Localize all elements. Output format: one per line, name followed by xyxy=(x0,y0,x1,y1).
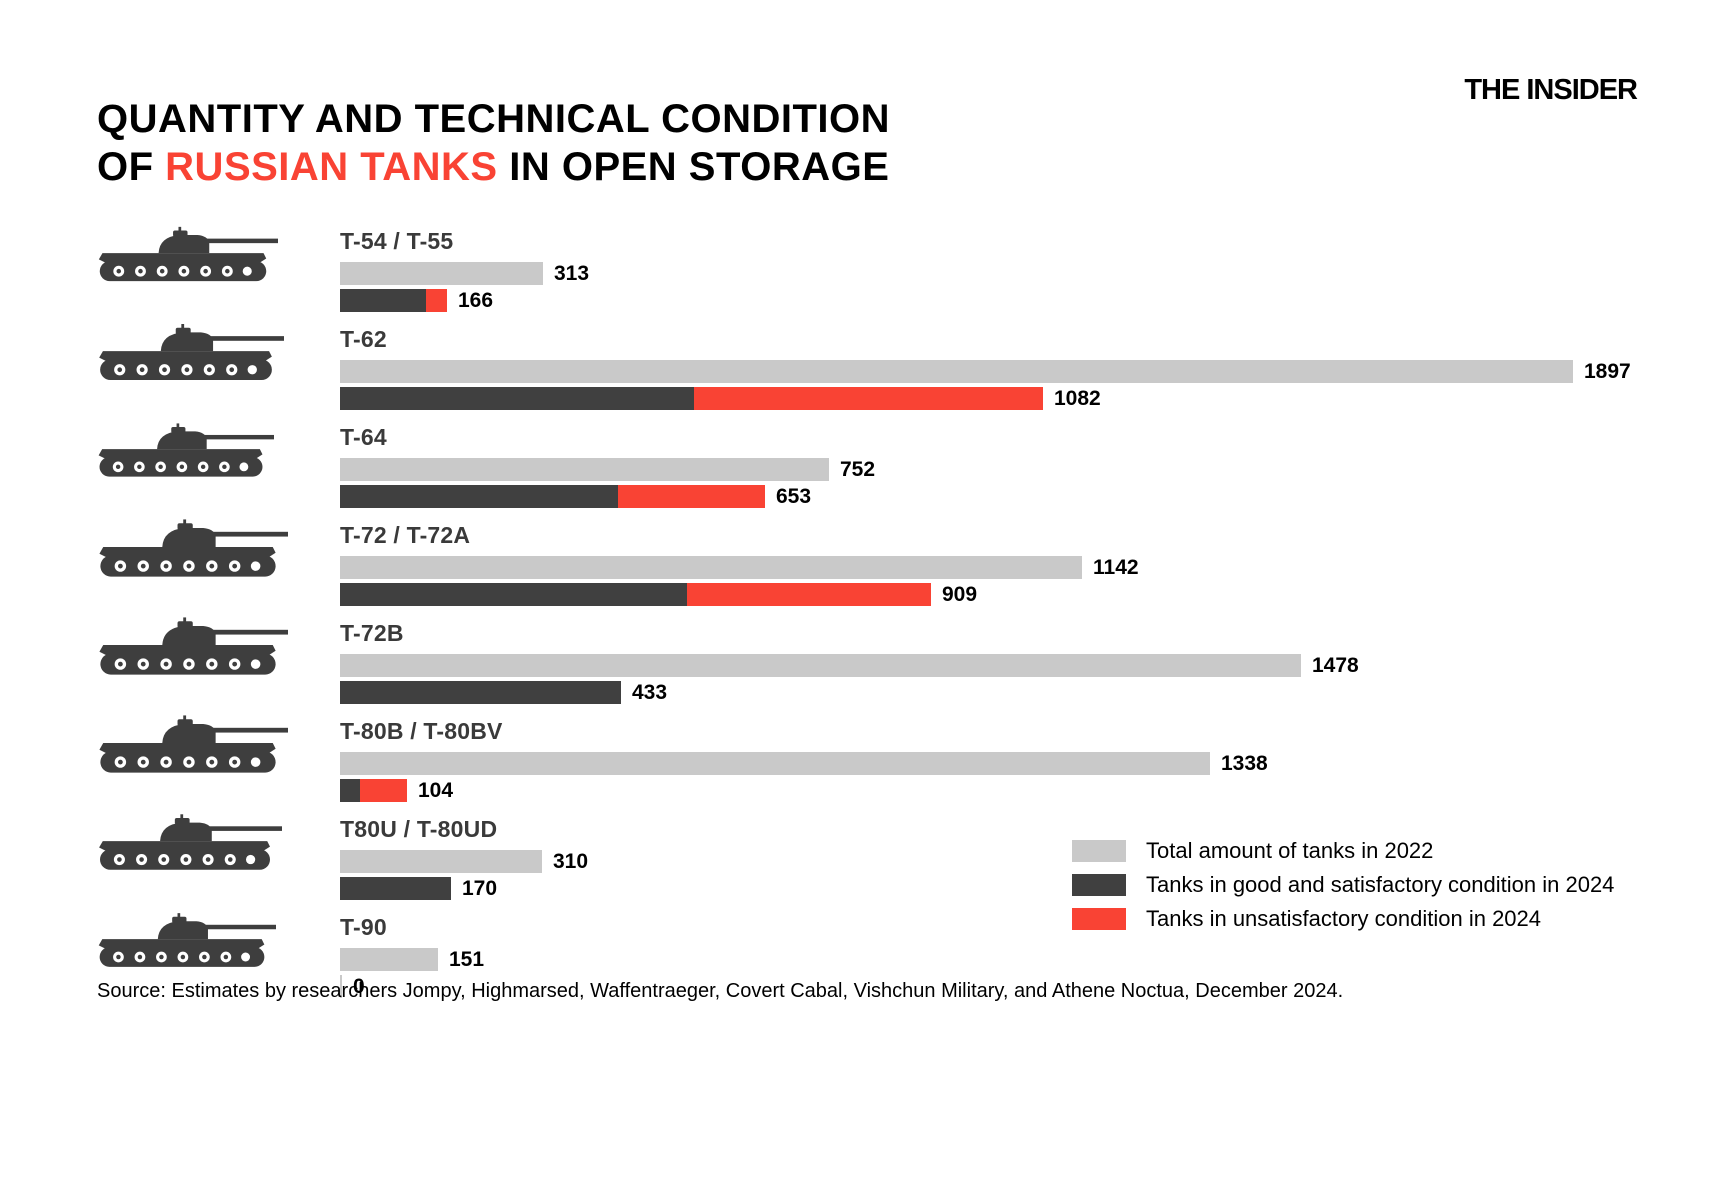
tank-silhouette-icon xyxy=(98,226,278,282)
bar-value-2024: 0 xyxy=(353,974,365,998)
chart-row: T-62 1897 1082 xyxy=(0,324,1732,416)
bar-segment-bad xyxy=(618,485,765,508)
bar-2024 xyxy=(340,877,451,900)
legend-swatch-red xyxy=(1072,908,1126,930)
bar-value-2024: 433 xyxy=(632,680,668,704)
bar-2024 xyxy=(340,681,621,704)
legend-item-total-2022: Total amount of tanks in 2022 xyxy=(1072,838,1614,863)
tank-model-label: T-90 xyxy=(340,914,387,940)
bar-value-2024: 170 xyxy=(462,876,498,900)
bar-total-2022 xyxy=(340,948,438,971)
bar-segment-good xyxy=(340,877,451,900)
bar-value-2022: 313 xyxy=(554,261,590,285)
tank-silhouette-icon xyxy=(99,715,288,773)
legend-swatch-gray xyxy=(1072,840,1126,862)
tank-model-label: T80U / T-80UD xyxy=(340,816,498,842)
tank-model-label: T-54 / T-55 xyxy=(340,228,454,254)
chart-row: T-64 752 653 xyxy=(0,423,1732,514)
bar-value-2024: 166 xyxy=(458,288,494,312)
bar-value-2022: 1142 xyxy=(1093,555,1139,579)
tank-silhouette-icon xyxy=(99,814,282,870)
title-line-1: QUANTITY AND TECHNICAL CONDITION xyxy=(97,96,891,141)
bar-value-2022: 151 xyxy=(449,947,485,971)
tank-silhouette-icon xyxy=(98,913,276,967)
title-line-2-suffix: IN OPEN STORAGE xyxy=(497,144,890,189)
chart-row: T-90 151 0 xyxy=(0,913,1732,1004)
bar-value-2024: 909 xyxy=(942,582,978,606)
bar-total-2022 xyxy=(340,654,1301,677)
tank-silhouette-icon xyxy=(99,324,284,380)
bar-value-2024: 1082 xyxy=(1054,386,1101,410)
bar-segment-good xyxy=(340,779,360,802)
bar-total-2022 xyxy=(340,360,1573,383)
tank-model-label: T-64 xyxy=(340,424,387,450)
tank-model-label: T-72B xyxy=(340,620,404,646)
chart-row: T-72B 1478 433 xyxy=(0,617,1732,710)
brand-logo: THE INSIDER xyxy=(1464,74,1638,106)
chart-row: T-80B / T-80BV 1338 104 xyxy=(0,715,1732,808)
chart-legend: Total amount of tanks in 2022 Tanks in g… xyxy=(1072,838,1615,942)
bar-total-2022 xyxy=(340,752,1210,775)
bar-segment-bad xyxy=(426,289,447,312)
bar-value-2024: 653 xyxy=(776,484,812,508)
bar-total-2022 xyxy=(340,556,1082,579)
bar-segment-bad xyxy=(360,779,407,802)
bar-segment-good xyxy=(340,289,426,312)
bar-segment-good xyxy=(340,583,687,606)
bar-2024 xyxy=(340,289,447,312)
bar-value-2022: 752 xyxy=(840,457,876,481)
bar-total-2022 xyxy=(340,458,829,481)
bar-segment-bad xyxy=(694,387,1043,410)
source-note: Source: Estimates by researchers Jompy, … xyxy=(97,980,1344,1002)
bar-total-2022 xyxy=(340,850,542,873)
bar-segment-bad xyxy=(687,583,931,606)
chart-row: T-54 / T-55 313 166 xyxy=(0,226,1732,318)
legend-item-good-2024: Tanks in good and satisfactory condition… xyxy=(1072,872,1615,897)
legend-label: Total amount of tanks in 2022 xyxy=(1146,838,1434,863)
tank-model-label: T-62 xyxy=(340,326,387,352)
bar-value-2024: 104 xyxy=(418,778,454,802)
legend-swatch-dark xyxy=(1072,874,1126,896)
bar-segment-good xyxy=(340,485,618,508)
bar-segment-good xyxy=(340,681,621,704)
bar-value-2022: 1478 xyxy=(1312,653,1359,677)
tank-silhouette-icon xyxy=(98,423,274,477)
tank-model-label: T-80B / T-80BV xyxy=(340,718,503,744)
legend-label: Tanks in good and satisfactory condition… xyxy=(1146,872,1615,897)
bar-value-2022: 310 xyxy=(553,849,589,873)
chart-row: T-72 / T-72A 1142 909 xyxy=(0,519,1732,612)
tank-model-label: T-72 / T-72A xyxy=(340,522,471,548)
page-title: QUANTITY AND TECHNICAL CONDITION OF RUSSI… xyxy=(97,95,890,191)
bar-2024 xyxy=(340,779,407,802)
bar-value-2022: 1338 xyxy=(1221,751,1268,775)
chart-row: T80U / T-80UD 310 170 xyxy=(0,814,1732,906)
bar-value-2022: 1897 xyxy=(1584,359,1631,383)
legend-label: Tanks in unsatisfactory condition in 202… xyxy=(1146,906,1542,931)
tank-silhouette-icon xyxy=(99,519,288,577)
bar-2024-zero xyxy=(340,975,342,998)
bar-total-2022 xyxy=(340,262,543,285)
bar-2024 xyxy=(340,583,931,606)
legend-item-bad-2024: Tanks in unsatisfactory condition in 202… xyxy=(1072,906,1614,931)
bar-2024 xyxy=(340,387,1043,410)
tank-silhouette-icon xyxy=(99,617,288,675)
bar-2024 xyxy=(340,485,765,508)
title-highlight: RUSSIAN TANKS xyxy=(165,144,498,189)
bar-segment-good xyxy=(340,387,694,410)
title-line-2-prefix: OF xyxy=(97,144,166,189)
